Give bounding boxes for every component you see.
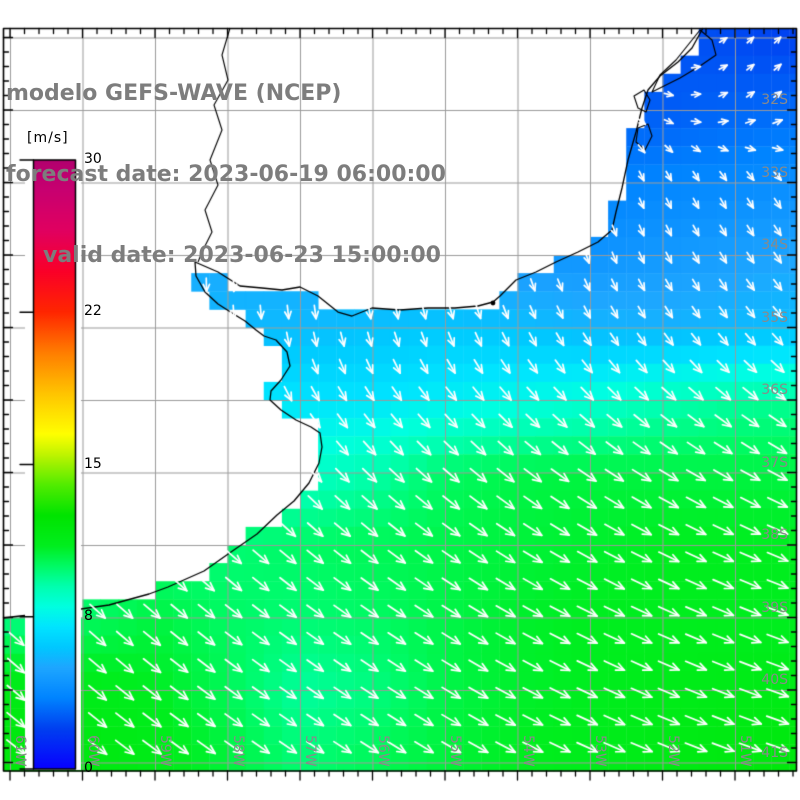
lon-tick-label: 54W bbox=[519, 735, 536, 767]
lat-tick-label: 36S bbox=[761, 382, 788, 398]
lat-tick-label: 34S bbox=[761, 237, 788, 253]
forecast-date-line: forecast date: 2023-06-19 06:00:00 bbox=[6, 162, 446, 187]
lon-tick-label: 57W bbox=[302, 735, 318, 767]
colorbar-tick-label: 8 bbox=[84, 607, 93, 624]
lon-tick-label: 61W bbox=[12, 735, 28, 767]
valid-date-line: valid date: 2023-06-23 15:00:00 bbox=[43, 243, 441, 268]
lon-tick-label: 51W bbox=[737, 735, 753, 767]
lat-tick-label: 40S bbox=[761, 672, 788, 688]
lon-tick-label: 59W bbox=[157, 735, 173, 767]
colorbar-tick-label: 15 bbox=[84, 455, 102, 472]
lon-tick-label: 58W bbox=[229, 735, 246, 767]
lat-tick-label: 39S bbox=[761, 599, 788, 616]
plot-title-block: modelo GEFS-WAVE (NCEP) forecast date: 2… bbox=[6, 26, 446, 323]
model-title: modelo GEFS-WAVE (NCEP) bbox=[6, 81, 342, 106]
lat-tick-label: 32S bbox=[761, 92, 788, 108]
lon-tick-label: 52W bbox=[664, 735, 681, 767]
lon-tick-label: 55W bbox=[447, 735, 463, 767]
lon-tick-label: 53W bbox=[592, 735, 608, 767]
lat-tick-label: 37S bbox=[761, 454, 788, 471]
colorbar-tick-label: 22 bbox=[84, 303, 102, 320]
lat-tick-label: 38S bbox=[761, 527, 788, 543]
colorbar-unit-label: [m/s] bbox=[27, 130, 69, 146]
lat-tick-label: 33S bbox=[761, 164, 788, 181]
lat-tick-label: 41S bbox=[761, 744, 788, 761]
lon-tick-label: 56W bbox=[374, 735, 391, 767]
colorbar-tick-label: 0 bbox=[84, 760, 93, 776]
colorbar-tick-label: 30 bbox=[84, 151, 102, 167]
lat-tick-label: 35S bbox=[761, 309, 788, 326]
